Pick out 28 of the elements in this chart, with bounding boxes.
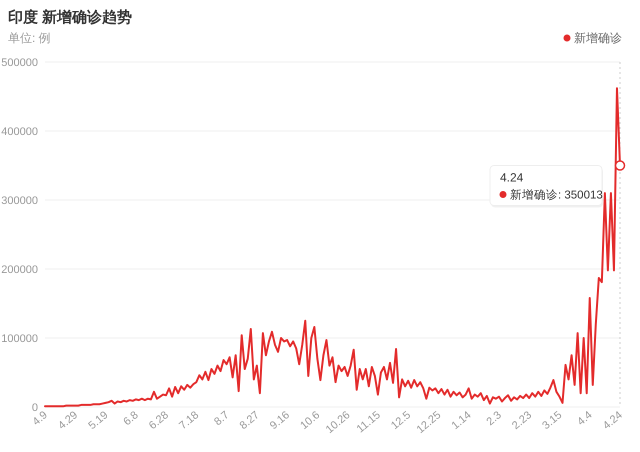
y-tick-label: 400000 <box>1 126 38 138</box>
x-tick-label: 2.3 <box>484 409 504 428</box>
y-tick-label: 500000 <box>1 57 38 69</box>
legend-label: 新增确诊 <box>574 31 622 45</box>
y-tick-label: 100000 <box>1 333 38 345</box>
x-tick-label: 4.4 <box>575 409 595 428</box>
x-tick-label: 4.29 <box>56 409 80 432</box>
x-tick-label: 8.7 <box>212 409 232 428</box>
x-tick-label: 10.6 <box>298 409 322 432</box>
subtitle: 单位: 例 <box>8 31 51 45</box>
x-tick-label: 8.27 <box>238 409 262 432</box>
x-tick-label: 6.28 <box>146 409 171 432</box>
x-tick-label: 7.18 <box>177 409 202 432</box>
x-tick-label: 6.8 <box>121 409 141 428</box>
x-tick-label: 1.14 <box>449 409 474 432</box>
x-tick-label: 2.23 <box>510 409 534 432</box>
x-tick-label: 4.24 <box>600 409 625 432</box>
legend: 新增确诊 <box>564 31 622 45</box>
y-tick-label: 0 <box>32 402 38 414</box>
y-tick-label: 300000 <box>1 195 38 207</box>
text: 4.24 <box>500 170 524 184</box>
title: 印度 新增确诊趋势 <box>8 9 132 26</box>
y-tick-label: 200000 <box>1 264 38 276</box>
x-tick-label: 12.5 <box>388 409 414 432</box>
x-tick-label: 5.19 <box>86 409 110 432</box>
annotation: 新增确诊: 350013 <box>510 187 603 202</box>
x-tick-label: 3.15 <box>540 409 564 432</box>
x-tick-label: 9.16 <box>268 409 292 432</box>
